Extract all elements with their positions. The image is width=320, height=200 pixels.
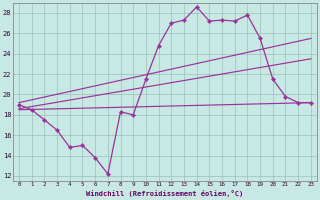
X-axis label: Windchill (Refroidissement éolien,°C): Windchill (Refroidissement éolien,°C) xyxy=(86,190,244,197)
